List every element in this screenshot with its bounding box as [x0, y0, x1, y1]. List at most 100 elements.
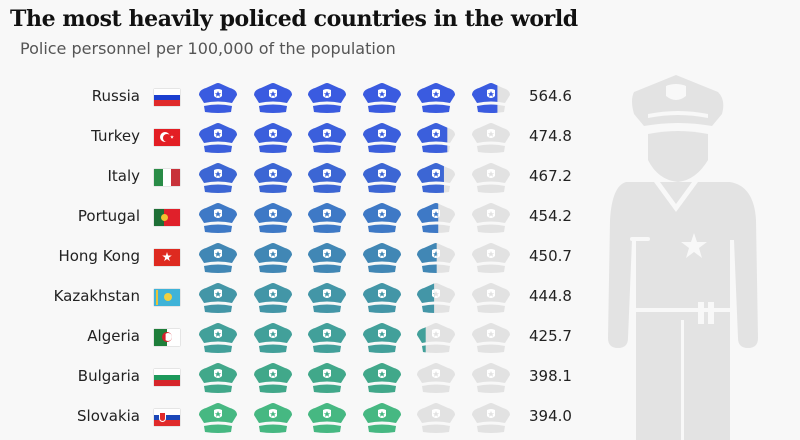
flag-algeria-icon — [154, 329, 180, 346]
police-cap-icon — [305, 202, 349, 234]
police-cap-icon — [251, 162, 295, 194]
police-cap-icon — [360, 362, 404, 394]
police-cap-icon — [469, 282, 513, 314]
police-cap-icon — [251, 402, 295, 434]
police-cap-icon — [360, 282, 404, 314]
police-cap-icon — [414, 322, 458, 354]
cap-fill — [305, 202, 349, 234]
police-cap-icon — [414, 202, 458, 234]
police-cap-icon — [469, 162, 513, 194]
police-cap-icon — [469, 322, 513, 354]
cap-fill — [414, 122, 458, 154]
cap-fill — [251, 322, 295, 354]
chart-row: Portugal — [0, 197, 590, 237]
hat-pictogram — [196, 82, 516, 114]
country-label: Russia — [91, 87, 140, 105]
police-cap-icon — [196, 362, 240, 394]
police-cap-icon — [360, 242, 404, 274]
cap-fill — [360, 282, 404, 314]
police-cap-icon — [251, 282, 295, 314]
hat-pictogram — [196, 402, 516, 434]
chart-row: Turkey — [0, 117, 590, 157]
cap-fill — [251, 402, 295, 434]
police-cap-icon — [196, 402, 240, 434]
country-label: Algeria — [87, 327, 140, 345]
police-cap-icon — [251, 322, 295, 354]
cap-fill — [196, 242, 240, 274]
cap-fill — [305, 322, 349, 354]
chart-row: Italy — [0, 157, 590, 197]
cap-fill — [360, 82, 404, 114]
police-cap-icon — [196, 82, 240, 114]
cap-fill — [360, 402, 404, 434]
flag-bulgaria-icon — [154, 369, 180, 386]
police-cap-icon — [469, 362, 513, 394]
police-cap-icon — [360, 122, 404, 154]
flag-turkey-icon — [154, 129, 180, 146]
hat-pictogram — [196, 362, 516, 394]
cap-fill — [360, 362, 404, 394]
cap-fill — [251, 282, 295, 314]
police-cap-icon — [360, 162, 404, 194]
police-cap-icon — [360, 322, 404, 354]
flag-russia-icon — [154, 89, 180, 106]
police-cap-icon — [251, 122, 295, 154]
chart-title: The most heavily policed countries in th… — [10, 6, 578, 32]
police-cap-icon — [414, 82, 458, 114]
police-cap-icon — [251, 242, 295, 274]
police-cap-icon — [469, 402, 513, 434]
chart-row: Algeria — [0, 317, 590, 357]
police-cap-icon — [305, 162, 349, 194]
police-cap-icon — [469, 202, 513, 234]
police-cap-icon — [414, 402, 458, 434]
cap-fill — [305, 402, 349, 434]
flag-hong-kong-icon — [154, 249, 180, 266]
value-label: 394.0 — [529, 407, 572, 425]
cap-fill — [251, 122, 295, 154]
value-label: 444.8 — [529, 287, 572, 305]
police-cap-icon — [305, 322, 349, 354]
cap-fill — [196, 282, 240, 314]
cap-fill — [196, 402, 240, 434]
police-cap-icon — [251, 202, 295, 234]
police-cap-icon — [196, 282, 240, 314]
value-label: 564.6 — [529, 87, 572, 105]
police-cap-icon — [251, 362, 295, 394]
hat-pictogram — [196, 202, 516, 234]
flag-portugal-icon — [154, 209, 180, 226]
police-cap-icon — [196, 202, 240, 234]
police-cap-icon — [360, 402, 404, 434]
chart-row: Slovakia — [0, 397, 590, 437]
value-label: 454.2 — [529, 207, 572, 225]
cap-fill — [360, 242, 404, 274]
country-label: Bulgaria — [77, 367, 140, 385]
police-cap-icon — [360, 202, 404, 234]
hat-pictogram — [196, 122, 516, 154]
cap-fill — [196, 122, 240, 154]
country-label: Slovakia — [77, 407, 140, 425]
cap-fill — [196, 362, 240, 394]
police-cap-icon — [469, 242, 513, 274]
cap-fill — [305, 162, 349, 194]
police-cap-icon — [360, 82, 404, 114]
cap-fill — [196, 322, 240, 354]
cap-fill — [251, 362, 295, 394]
police-cap-icon — [196, 242, 240, 274]
value-label: 474.8 — [529, 127, 572, 145]
country-label: Portugal — [77, 207, 140, 225]
value-label: 450.7 — [529, 247, 572, 265]
cap-fill — [251, 202, 295, 234]
chart-row: Hong Kong — [0, 237, 590, 277]
police-cap-icon — [305, 402, 349, 434]
chart-row: Russia — [0, 77, 590, 117]
cap-fill — [305, 82, 349, 114]
police-cap-icon — [305, 242, 349, 274]
police-cap-icon — [305, 282, 349, 314]
police-cap-icon — [469, 82, 513, 114]
police-cap-icon — [469, 122, 513, 154]
country-label: Turkey — [91, 127, 140, 145]
police-cap-icon — [196, 322, 240, 354]
cap-fill — [196, 162, 240, 194]
cap-fill — [414, 82, 458, 114]
cap-fill — [251, 82, 295, 114]
